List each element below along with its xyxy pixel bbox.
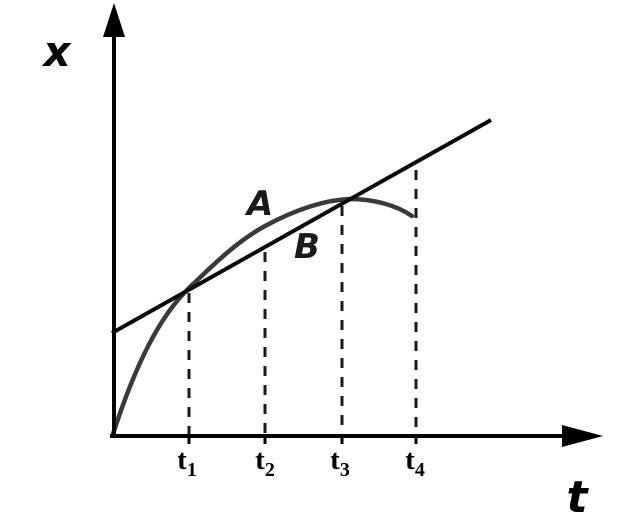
tick-label-t2-sub: 2 [265, 459, 275, 481]
curve-b-label: B [294, 227, 320, 267]
tick-label-t1-base: t [177, 444, 187, 476]
y-axis [103, 3, 125, 437]
tick-label-t3-sub: 3 [340, 459, 350, 481]
tick-label-t3-base: t [330, 444, 340, 476]
x-axis-arrowhead-icon [562, 425, 603, 447]
y-axis-arrowhead-icon [103, 3, 125, 37]
tick-label-t4-sub: 4 [415, 459, 425, 481]
curve-a [110, 196, 415, 437]
y-axis-label: x [41, 27, 72, 76]
tick-label-t4: t4 [405, 444, 425, 481]
tick-label-t2-base: t [255, 444, 265, 476]
line-b [111, 118, 492, 335]
x-axis [110, 425, 603, 447]
tick-label-t3: t3 [330, 444, 350, 481]
tick-label-t1: t1 [177, 444, 197, 481]
curve-a-label: A [244, 184, 273, 224]
tick-label-t1-sub: 1 [187, 459, 197, 481]
tick-label-t4-base: t [405, 444, 415, 476]
x-axis-label: t [566, 472, 589, 523]
tick-label-t2: t2 [255, 444, 275, 481]
dashed-guides [187, 170, 418, 434]
